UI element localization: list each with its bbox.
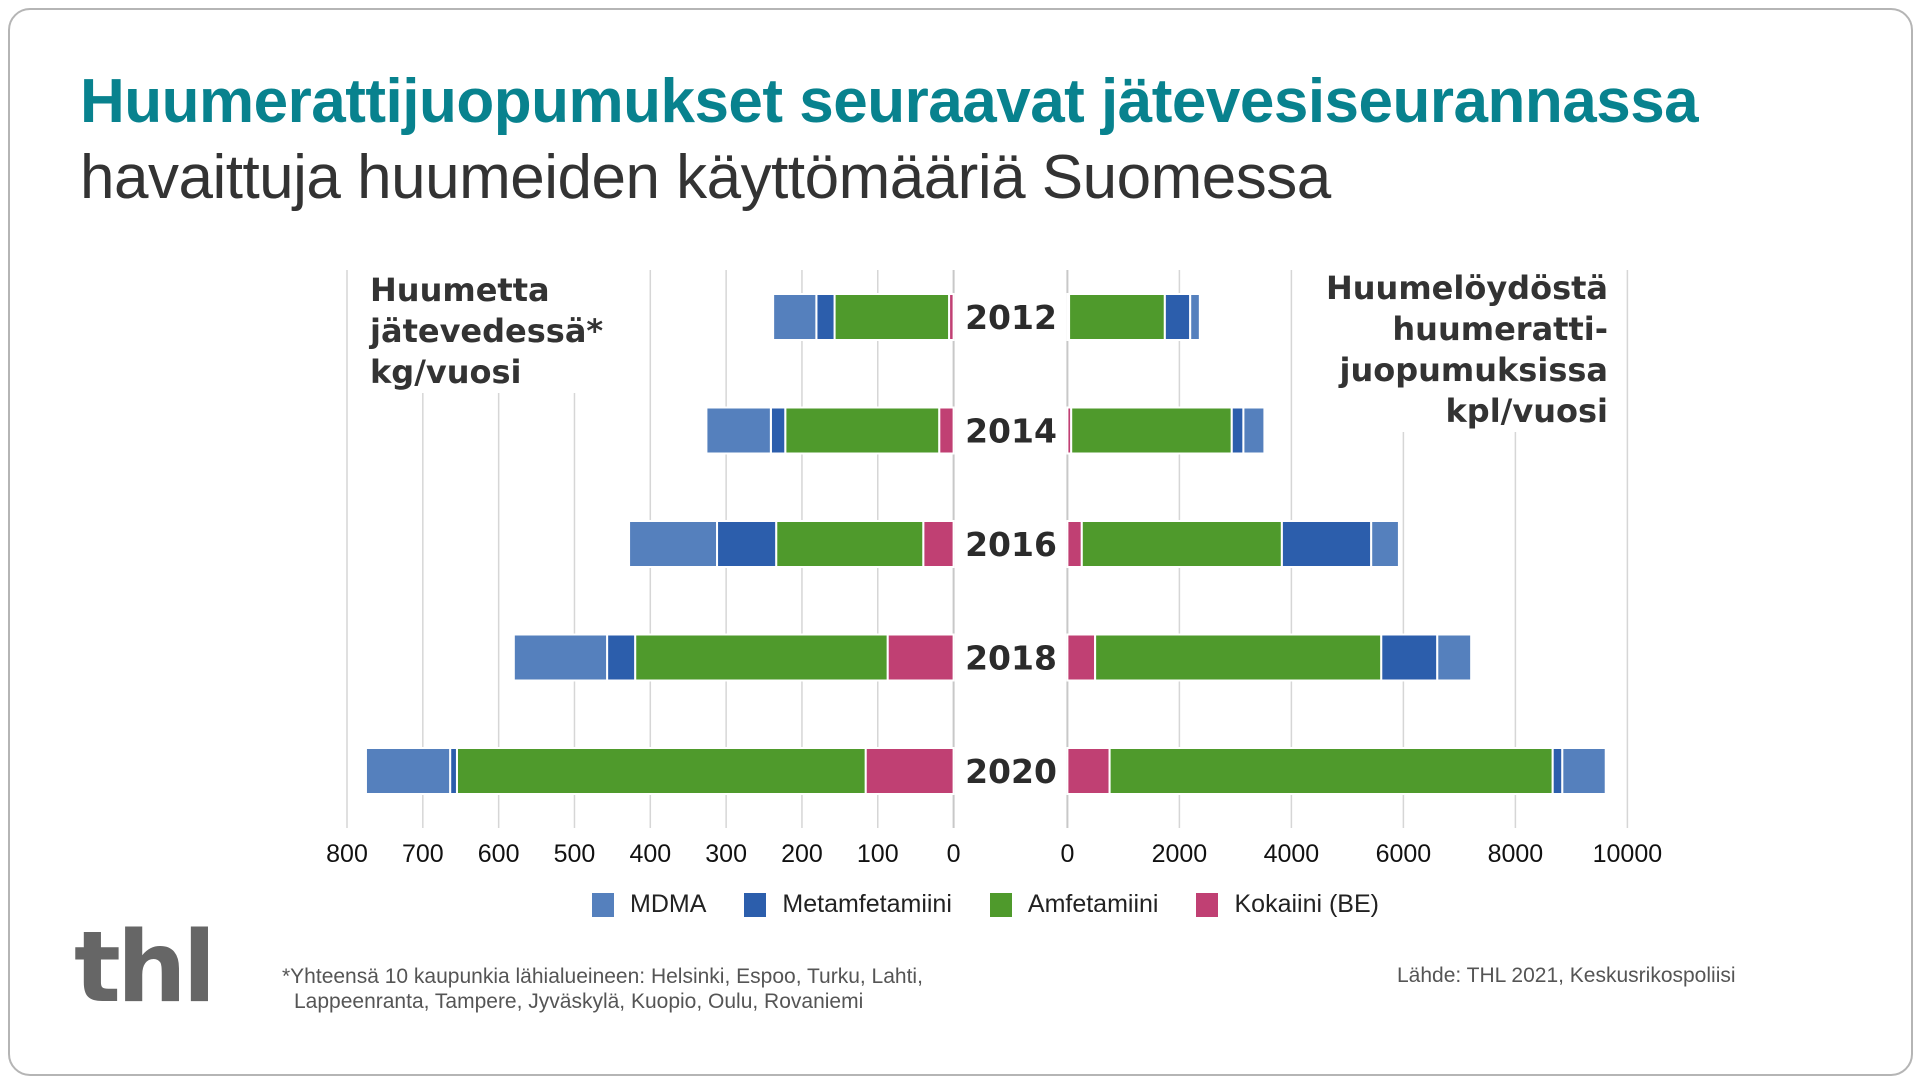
left-bar-kokaiini-be-2018	[886, 633, 955, 682]
left-bar-amfetamiini-2018	[634, 633, 889, 682]
left-bar-metamfetamiini-2016	[716, 520, 778, 568]
footnote-line-2: Lappeenranta, Tampere, Jyväskylä, Kuopio…	[294, 990, 864, 1013]
legend-swatch-kokaiini	[1196, 892, 1219, 917]
left-bar-mdma-2020	[364, 747, 452, 795]
right-bar-amfetamiini-2018	[1094, 633, 1383, 682]
right-bar-metamfetamiini-2020	[1551, 747, 1564, 795]
left-tick-label: 400	[629, 840, 671, 868]
year-label: 2020	[965, 752, 1057, 791]
legend-item-amfetamiini: Amfetamiini	[989, 890, 1159, 919]
left-tick-label: 800	[326, 840, 368, 868]
right-bar-metamfetamiini-2016	[1280, 520, 1373, 568]
left-panel-title-line: Huumetta	[370, 271, 550, 309]
left-tick-label: 700	[402, 840, 444, 868]
left-bar-metamfetamiini-2014	[769, 406, 787, 455]
legend-label: Amfetamiini	[1027, 890, 1159, 918]
left-bar-amfetamiini-2020	[455, 747, 867, 795]
left-bar-metamfetamiini-2018	[606, 633, 637, 682]
left-tick-label: 300	[705, 840, 747, 868]
right-panel-title: Huumelöydöstä huumeratti- juopumuksissa …	[1319, 268, 1608, 432]
page-subtitle: havaittuja huumeiden käyttömääriä Suomes…	[80, 143, 1331, 212]
year-label: 2014	[965, 412, 1057, 451]
right-bar-metamfetamiini-2012	[1163, 293, 1192, 341]
slide-frame	[8, 8, 1913, 1076]
right-bar-mdma-2014	[1242, 406, 1266, 455]
left-bar-kokaiini-be-2020	[864, 747, 955, 795]
year-label: 2016	[965, 525, 1057, 564]
legend-label: Kokaiini (BE)	[1234, 890, 1379, 918]
right-panel-title-line: kpl/vuosi	[1445, 392, 1608, 430]
left-bar-amfetamiini-2014	[784, 406, 941, 455]
legend-swatch-mdma	[592, 892, 614, 917]
left-bar-mdma-2018	[512, 633, 609, 682]
right-bar-kokaiini-be-2018	[1066, 633, 1097, 682]
right-panel-title-line: huumeratti-	[1392, 310, 1608, 348]
left-tick-label: 0	[947, 840, 961, 868]
right-panel-title-line: juopumuksissa	[1339, 351, 1608, 389]
right-bar-mdma-2018	[1436, 633, 1473, 682]
chart-legend: MDMA Metamfetamiini Amfetamiini Kokaiini…	[592, 890, 1417, 919]
right-bar-metamfetamiini-2018	[1380, 633, 1439, 682]
right-bar-kokaiini-be-2016	[1066, 520, 1083, 568]
right-tick-label: 8000	[1488, 840, 1544, 868]
legend-item-mdma: MDMA	[592, 890, 706, 919]
page-title: Huumerattijuopumukset seuraavat jätevesi…	[80, 67, 1699, 136]
left-bar-kokaiini-be-2016	[922, 520, 955, 568]
left-bar-amfetamiini-2012	[833, 293, 951, 341]
year-label: 2018	[965, 639, 1057, 678]
legend-swatch-amfetamiini	[989, 892, 1012, 917]
right-bar-amfetamiini-2020	[1108, 747, 1554, 795]
right-bar-amfetamiini-2012	[1068, 293, 1166, 341]
right-tick-label: 4000	[1264, 840, 1320, 868]
left-panel-title-line: jätevedessä*	[370, 312, 604, 350]
legend-item-metamfetamiini: Metamfetamiini	[744, 890, 952, 919]
year-label: 2012	[965, 298, 1057, 337]
legend-label: Metamfetamiini	[782, 890, 952, 918]
left-bar-kokaiini-be-2014	[938, 406, 955, 455]
right-bar-amfetamiini-2016	[1080, 520, 1283, 568]
right-bar-amfetamiini-2014	[1070, 406, 1233, 455]
left-bar-mdma-2012	[772, 293, 818, 341]
right-bar-kokaiini-be-2020	[1066, 747, 1111, 795]
right-bar-mdma-2016	[1370, 520, 1400, 568]
right-panel-title-line: Huumelöydöstä	[1325, 269, 1608, 307]
left-bar-metamfetamiini-2012	[815, 293, 836, 341]
legend-item-kokaiini: Kokaiini (BE)	[1196, 890, 1379, 919]
left-bar-metamfetamiini-2020	[449, 747, 458, 795]
left-tick-label: 500	[554, 840, 596, 868]
legend-label: MDMA	[630, 890, 707, 918]
left-tick-label: 100	[857, 840, 899, 868]
thl-logo: thl	[74, 911, 216, 1025]
footnote: *Yhteensä 10 kaupunkia lähialueineen: He…	[282, 964, 923, 1014]
left-tick-label: 600	[478, 840, 520, 868]
left-tick-label: 200	[781, 840, 823, 868]
legend-swatch-metamfetamiini	[744, 892, 767, 917]
right-bar-metamfetamiini-2014	[1230, 406, 1245, 455]
right-tick-label: 2000	[1152, 840, 1208, 868]
left-panel-title-line: kg/vuosi	[370, 353, 522, 391]
right-tick-label: 10000	[1593, 840, 1663, 868]
source-note: Lähde: THL 2021, Keskusrikospoliisi	[1397, 964, 1736, 987]
left-bar-mdma-2016	[628, 520, 719, 568]
left-bar-mdma-2014	[705, 406, 772, 455]
left-bar-amfetamiini-2016	[775, 520, 925, 568]
left-panel-title: Huumetta jätevedessä* kg/vuosi	[370, 270, 610, 393]
right-bar-mdma-2020	[1561, 747, 1607, 795]
footnote-line-1: *Yhteensä 10 kaupunkia lähialueineen: He…	[282, 965, 923, 988]
right-bar-mdma-2012	[1189, 293, 1201, 341]
right-tick-label: 6000	[1376, 840, 1432, 868]
right-tick-label: 0	[1060, 840, 1074, 868]
